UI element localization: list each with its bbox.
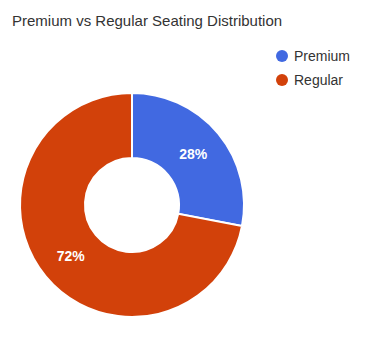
slice — [20, 93, 242, 317]
legend: Premium Regular — [276, 48, 350, 88]
data-labels: 28% 72% — [57, 146, 208, 263]
legend-item: Premium — [276, 48, 350, 64]
legend-label: Regular — [294, 72, 343, 88]
legend-item: Regular — [276, 72, 343, 88]
legend-swatch — [276, 50, 288, 62]
chart: Premium vs Regular Seating Distribution 2… — [0, 0, 376, 360]
pie — [20, 93, 244, 317]
legend-swatch — [276, 74, 288, 86]
data-label: 72% — [57, 248, 86, 264]
data-label: 28% — [179, 146, 208, 162]
legend-label: Premium — [294, 48, 350, 64]
slice — [132, 93, 244, 226]
title: Premium vs Regular Seating Distribution — [12, 12, 282, 29]
